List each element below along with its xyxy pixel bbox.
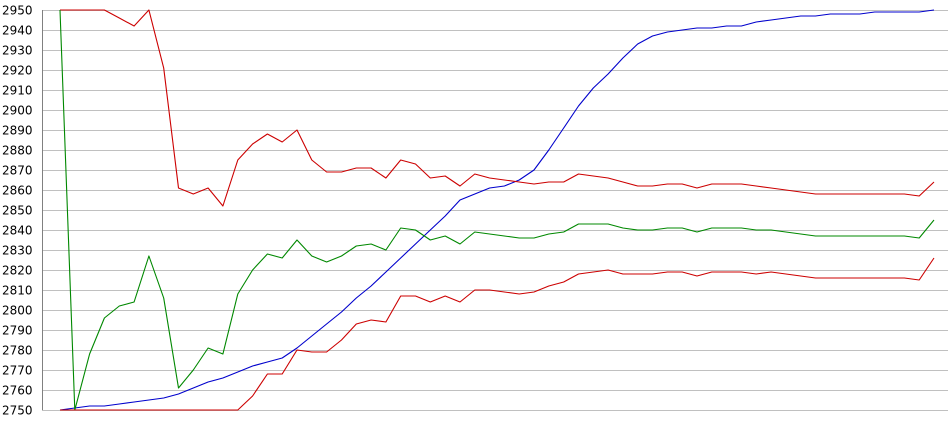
y-tick-label: 2900 [2,104,33,118]
y-tick-label: 2770 [2,364,33,378]
gridlines [42,10,948,411]
y-tick-label: 2800 [2,304,33,318]
y-tick-label: 2880 [2,144,33,158]
y-tick-label: 2840 [2,224,33,238]
y-tick-label: 2870 [2,164,33,178]
y-tick-label: 2890 [2,124,33,138]
y-tick-label: 2750 [2,404,33,418]
series-line-2 [60,9,935,207]
y-tick-label: 2820 [2,264,33,278]
y-axis-tick-labels: 2750 2760 2770 2780 2790 2800 2810 2820 2830 2840… [2,4,33,418]
y-tick-label: 2860 [2,184,33,198]
y-tick-label: 2850 [2,204,33,218]
y-tick-label: 2790 [2,324,33,338]
y-tick-label: 2810 [2,284,33,298]
y-tick-label: 2930 [2,44,33,58]
y-tick-label: 2910 [2,84,33,98]
y-tick-label: 2780 [2,344,33,358]
y-tick-label: 2830 [2,244,33,258]
series-lines [59,9,935,411]
series-line-1 [59,9,935,411]
series-line-3 [59,9,935,411]
series-line-4 [60,257,935,411]
y-tick-label: 2760 [2,384,33,398]
y-tick-label: 2920 [2,64,33,78]
y-tick-label: 2950 [2,4,33,18]
y-tick-label: 2940 [2,24,33,38]
